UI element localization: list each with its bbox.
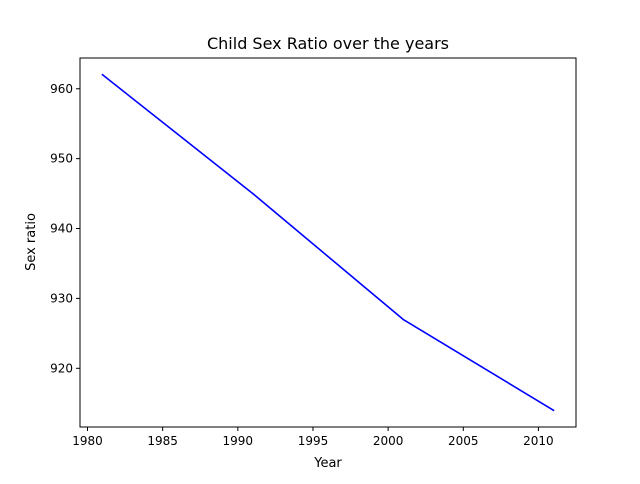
x-tick-label: 1985 xyxy=(147,434,178,448)
data-point xyxy=(101,73,104,76)
x-tick-label: 2000 xyxy=(373,434,404,448)
y-tick-label: 960 xyxy=(50,82,73,96)
x-tick-label: 2005 xyxy=(448,434,479,448)
plot-area xyxy=(101,73,555,412)
y-tick-label: 930 xyxy=(50,291,73,305)
x-tick-label: 1995 xyxy=(298,434,329,448)
series-line-0 xyxy=(101,73,555,412)
y-tick-label: 940 xyxy=(50,222,73,236)
x-tick-label: 1980 xyxy=(72,434,103,448)
y-tick-label: 920 xyxy=(50,361,73,375)
x-tick-label: 2010 xyxy=(523,434,554,448)
chart-title: Child Sex Ratio over the years xyxy=(207,34,449,53)
y-tick-label: 950 xyxy=(50,152,73,166)
y-axis: 920 930 940 950 960 xyxy=(50,82,80,375)
y-axis-label: Sex ratio xyxy=(24,213,39,271)
data-point xyxy=(552,409,555,412)
data-point xyxy=(402,318,404,321)
x-tick-label: 1990 xyxy=(223,434,254,448)
x-axis-label: Year xyxy=(313,456,342,471)
data-point xyxy=(252,192,254,195)
x-axis: 1980 1985 1990 1995 2000 2005 2010 xyxy=(72,427,554,448)
axes-frame xyxy=(79,57,577,428)
